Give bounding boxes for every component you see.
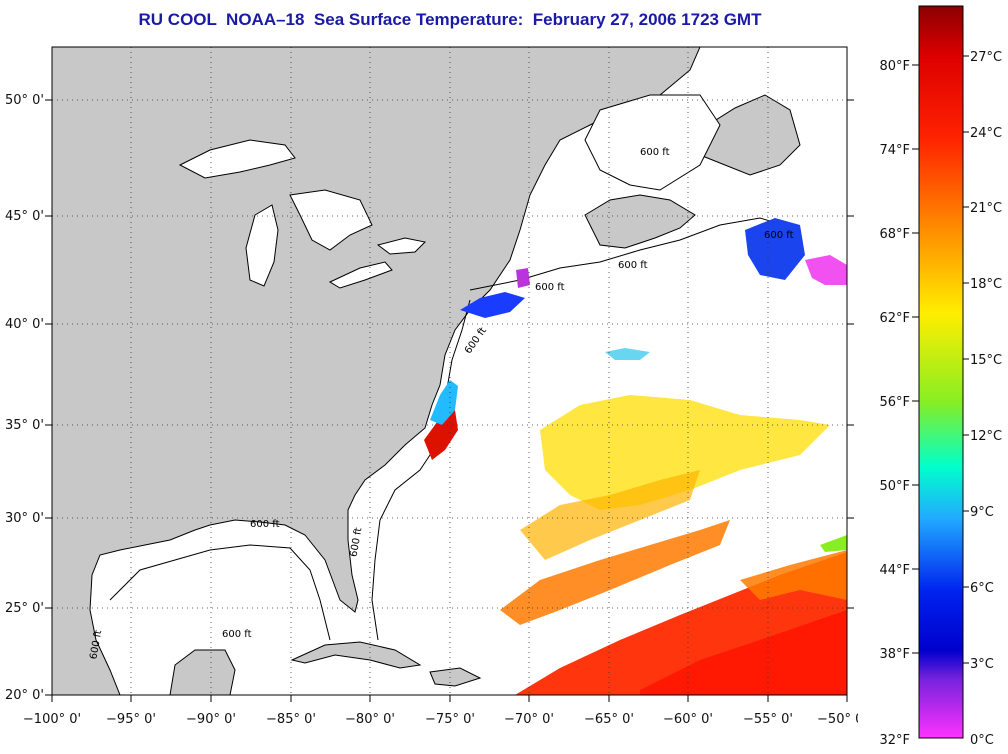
- colorbar-f-label: 32°F: [879, 733, 910, 748]
- gulf-st-lawrence: [584, 94, 721, 191]
- map-title: RU COOL NOAA–18 Sea Surface Temperature:…: [138, 10, 762, 29]
- colorbar-c-label: 3°C: [970, 657, 994, 672]
- sst-red-dark: [640, 610, 847, 695]
- lon-labels: −100° 0' −95° 0' −90° 0' −85° 0' −80° 0'…: [23, 712, 858, 727]
- lon-tick-label: −85° 0': [266, 712, 316, 727]
- lake-ontario: [376, 237, 427, 255]
- lon-tick-label: −100° 0': [23, 712, 81, 727]
- sst-blue-gulf-maine: [460, 292, 525, 318]
- lake-huron: [289, 189, 373, 251]
- colorbar-f-label: 62°F: [879, 311, 910, 326]
- isobath-label: 600 ft: [640, 147, 670, 158]
- yucatan-land: [169, 649, 236, 695]
- lat-tick-label: 20° 0': [5, 688, 44, 703]
- colorbar-c-label: 9°C: [970, 505, 994, 520]
- lat-tick-label: 35° 0': [5, 418, 44, 433]
- lat-tick-label: 40° 0': [5, 317, 44, 332]
- isobath-line: [109, 217, 801, 641]
- sst-yellow-band: [540, 395, 830, 510]
- lon-tick-label: −65° 0': [584, 712, 634, 727]
- newfoundland-land: [699, 94, 801, 176]
- sst-magenta-grand-banks: [805, 255, 847, 285]
- sst-orange-se: [740, 550, 847, 600]
- colorbar-f-labels: 80°F 74°F 68°F 62°F 56°F 50°F 44°F 38°F …: [879, 59, 910, 748]
- colorbar-c-label: 12°C: [970, 429, 1002, 444]
- lon-tick-label: −90° 0': [186, 712, 236, 727]
- colorbar-f-label: 68°F: [879, 227, 910, 242]
- sst-yellow-orange: [520, 470, 700, 560]
- colorbar-f-label: 56°F: [879, 395, 910, 410]
- isobath-label: 600 ft: [618, 260, 648, 271]
- colorbar: 80°F 74°F 68°F 62°F 56°F 50°F 44°F 38°F …: [879, 5, 1002, 748]
- isobath-label: 600 ft: [348, 527, 364, 558]
- isobath-label: 600 ft: [535, 282, 565, 293]
- lon-tick-label: −55° 0': [743, 712, 793, 727]
- colorbar-c-labels: 27°C 24°C 21°C 18°C 15°C 12°C 9°C 6°C 3°…: [970, 50, 1002, 748]
- isobath-label: 600 ft: [250, 519, 280, 530]
- sst-green-edge: [820, 535, 847, 552]
- colorbar-c-label: 18°C: [970, 277, 1002, 292]
- sst-blue-grand-banks: [745, 218, 805, 280]
- sst-orange-band: [500, 520, 730, 625]
- lon-tick-label: −50° 0': [817, 712, 858, 727]
- cuba-land: [290, 641, 422, 669]
- colorbar-f-label: 38°F: [879, 647, 910, 662]
- lake-superior: [178, 139, 296, 179]
- isobath-label: 600 ft: [88, 629, 104, 660]
- lat-labels: 20° 0' 25° 0' 30° 0' 35° 0' 40° 0' 45° 0…: [5, 93, 44, 703]
- sst-coastal-cyan: [430, 380, 458, 425]
- north-america-land: [52, 47, 701, 695]
- colorbar-c-label: 27°C: [970, 50, 1002, 65]
- sst-cyan-patch: [605, 348, 650, 360]
- colorbar-c-label: 0°C: [970, 733, 994, 748]
- lon-tick-label: −95° 0': [106, 712, 156, 727]
- colorbar-c-label: 24°C: [970, 126, 1002, 141]
- lon-tick-label: −80° 0': [345, 712, 395, 727]
- lon-tick-label: −60° 0': [663, 712, 713, 727]
- lake-erie: [328, 261, 393, 289]
- colorbar-c-label: 21°C: [970, 201, 1002, 216]
- colorbar-gradient: [918, 5, 964, 739]
- colorbar-f-ticks: [912, 55, 969, 664]
- sst-coastal-red: [424, 410, 458, 460]
- lat-tick-label: 45° 0': [5, 209, 44, 224]
- lat-tick-label: 30° 0': [5, 511, 44, 526]
- nova-scotia-land: [584, 194, 696, 249]
- grid-lines: [52, 47, 847, 695]
- lat-tick-label: 25° 0': [5, 601, 44, 616]
- colorbar-f-label: 80°F: [879, 59, 910, 74]
- colorbar-f-label: 74°F: [879, 143, 910, 158]
- lon-tick-label: −75° 0': [425, 712, 475, 727]
- lat-tick-label: 50° 0': [5, 93, 44, 108]
- isobath-label: 600 ft: [764, 230, 794, 241]
- hispaniola-land: [429, 667, 482, 687]
- tick-marks: [45, 99, 854, 702]
- colorbar-f-label: 50°F: [879, 479, 910, 494]
- lon-tick-label: −70° 0': [504, 712, 554, 727]
- colorbar-c-label: 15°C: [970, 353, 1002, 368]
- colorbar-c-label: 6°C: [970, 581, 994, 596]
- sst-data-layer: [424, 218, 847, 695]
- colorbar-f-label: 44°F: [879, 563, 910, 578]
- sst-purple-cape: [516, 268, 530, 288]
- isobath-label: 600 ft: [222, 629, 252, 640]
- sst-map: 600 ft 600 ft 600 ft 600 ft 600 ft 600 f…: [5, 46, 858, 727]
- lake-michigan: [245, 204, 279, 287]
